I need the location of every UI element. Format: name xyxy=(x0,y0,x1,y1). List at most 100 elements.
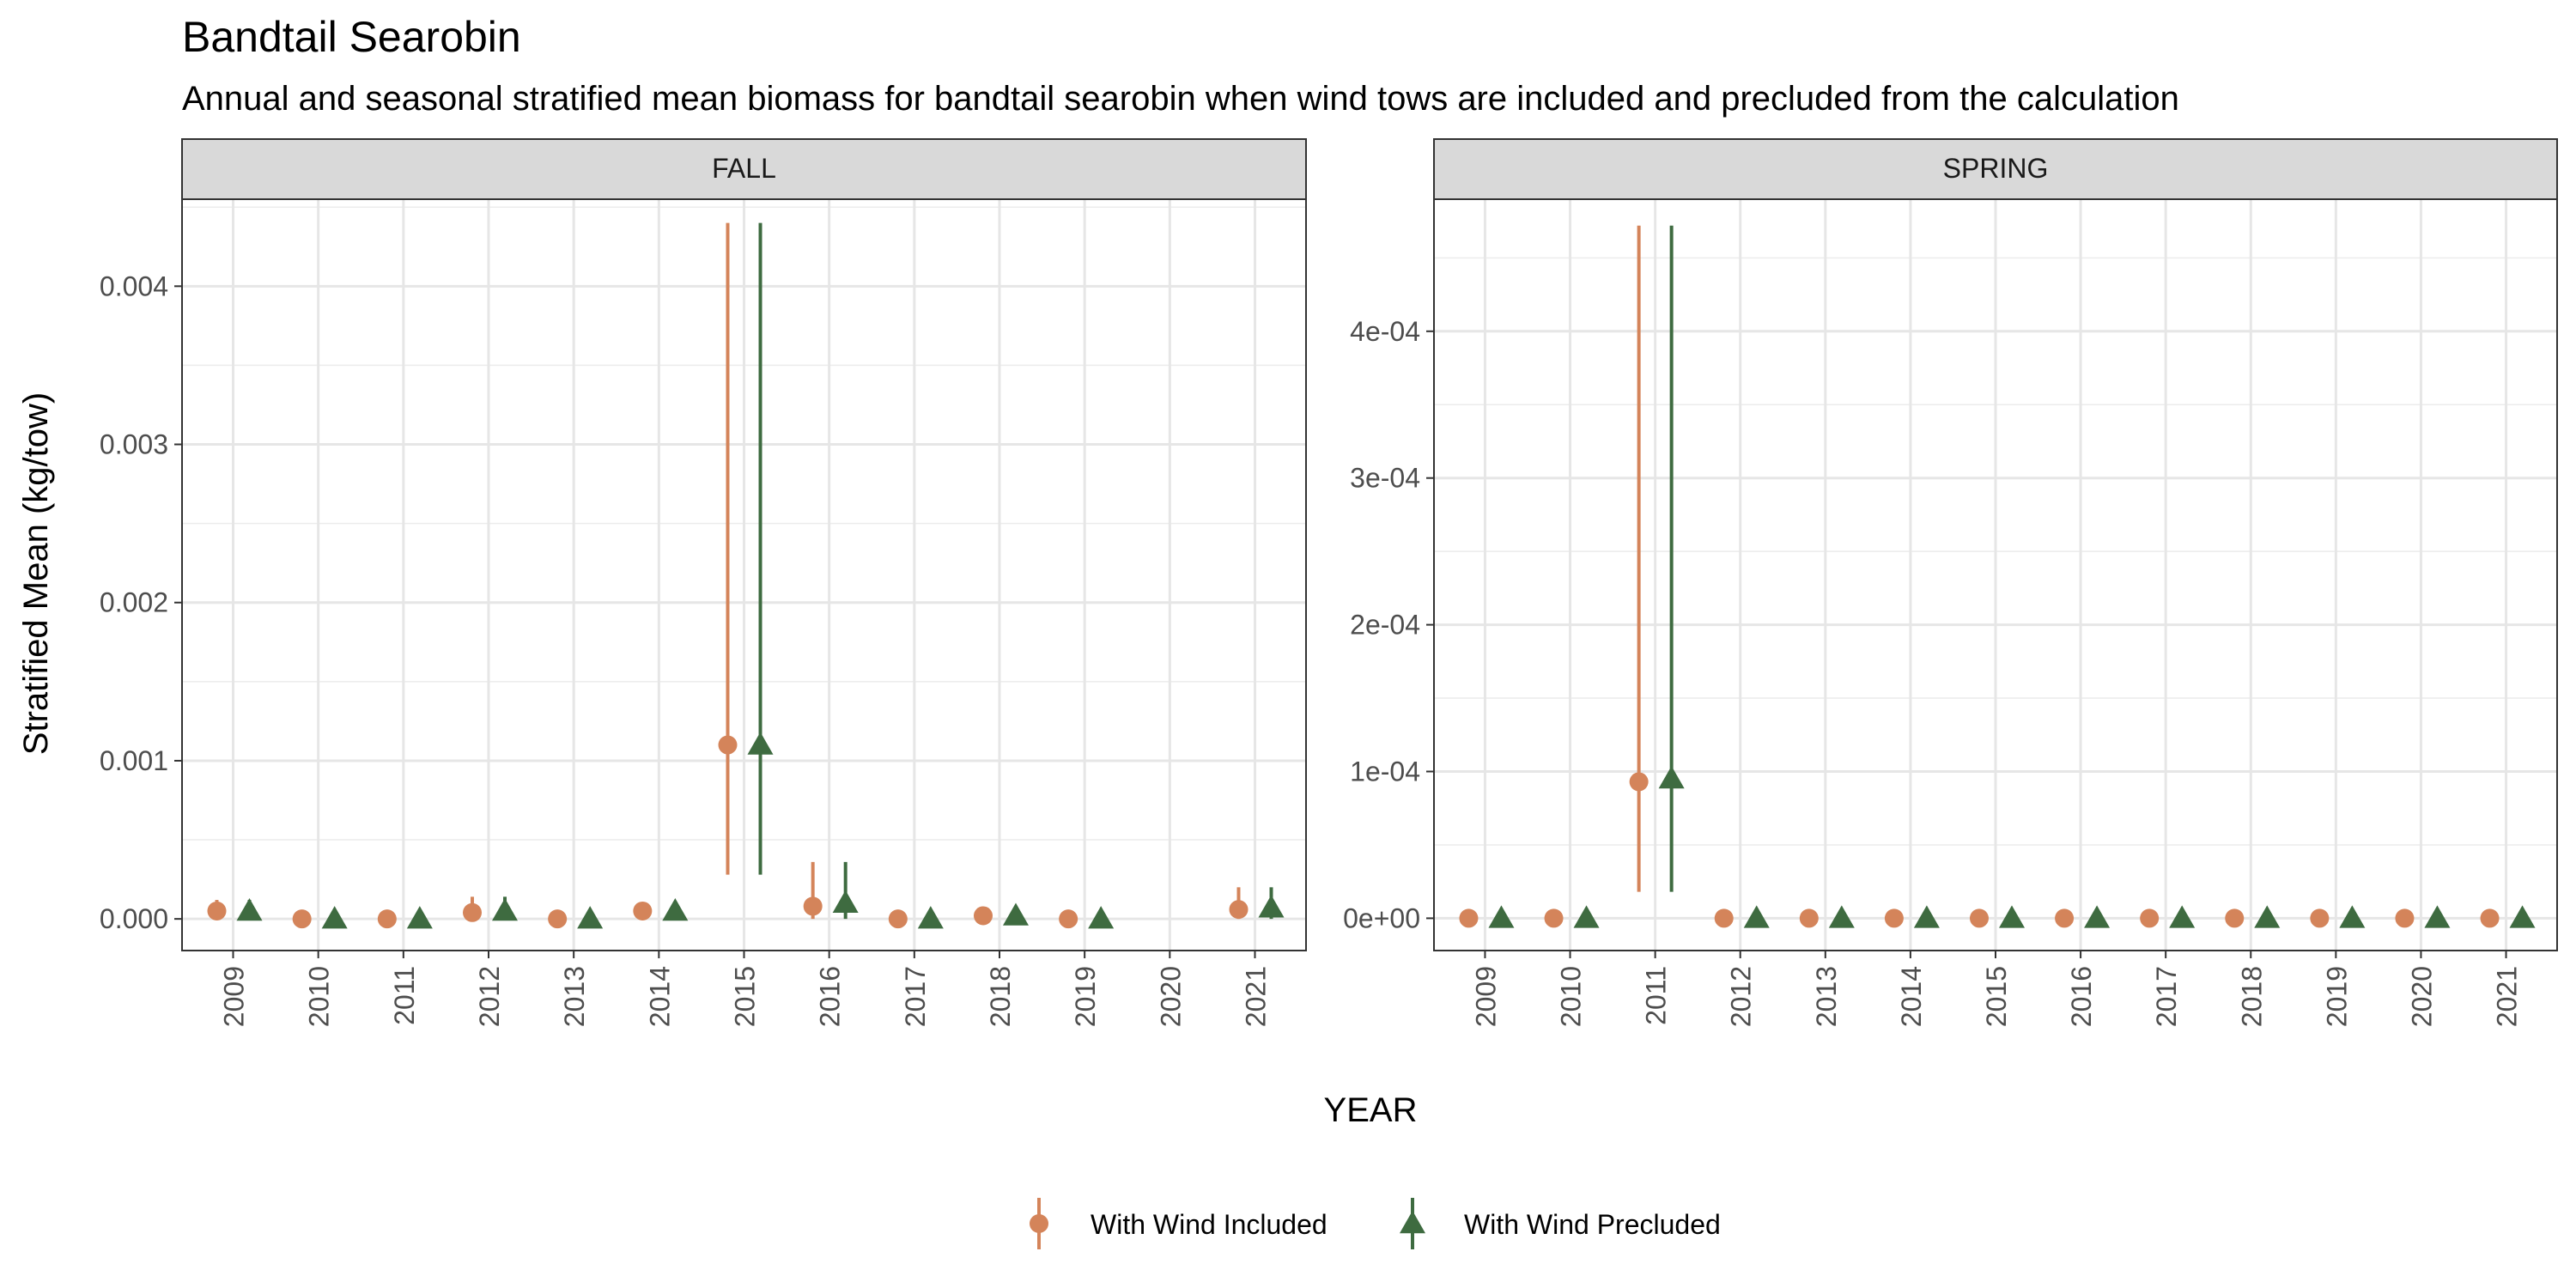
x-tick-label: 2010 xyxy=(304,966,335,1027)
data-point xyxy=(1913,905,1940,928)
x-tick-label: 2009 xyxy=(1470,966,1501,1027)
series-wind-included xyxy=(1459,225,2500,928)
legend-item: With Wind Included xyxy=(1030,1198,1327,1249)
grid xyxy=(182,199,1306,951)
facet-strip xyxy=(1433,138,2558,200)
data-point xyxy=(1059,909,1078,929)
data-point xyxy=(1714,908,1734,928)
x-tick-label: 2015 xyxy=(1981,966,2012,1027)
data-point xyxy=(888,909,908,929)
x-tick-label: 2012 xyxy=(1726,966,1757,1027)
data-point xyxy=(832,890,859,913)
x-tick-label: 2018 xyxy=(985,966,1016,1027)
x-tick-label: 2019 xyxy=(2321,966,2352,1027)
x-tick-label: 2009 xyxy=(219,966,250,1027)
data-point xyxy=(1743,905,1770,928)
x-tick-label: 2017 xyxy=(2151,966,2182,1027)
legend-item: With Wind Precluded xyxy=(1400,1198,1721,1249)
y-tick-label: 4e-04 xyxy=(1350,316,1420,347)
x-tick-label: 2015 xyxy=(730,966,761,1027)
legend-key-marker xyxy=(1030,1214,1048,1233)
series-wind-precluded xyxy=(1488,225,2536,928)
y-tick-label: 0.000 xyxy=(100,903,168,934)
data-point xyxy=(2055,908,2075,928)
y-tick-label: 0.004 xyxy=(100,270,168,301)
grid xyxy=(1434,199,2557,951)
y-tick-label: 0e+00 xyxy=(1343,902,1420,933)
data-point xyxy=(2254,905,2281,928)
x-tick-label: 2012 xyxy=(474,966,505,1027)
x-tick-label: 2014 xyxy=(644,966,675,1027)
data-point xyxy=(492,897,518,921)
x-tick-label: 2016 xyxy=(2066,966,2097,1027)
data-point xyxy=(1884,908,1904,928)
data-point xyxy=(1573,905,1600,928)
data-point xyxy=(463,902,482,922)
series-wind-precluded xyxy=(236,222,1285,929)
y-tick-label: 0.003 xyxy=(100,429,168,460)
facet-strip-label: SPRING xyxy=(1943,153,2049,184)
y-tick-label: 0.001 xyxy=(100,745,168,776)
data-point xyxy=(1658,766,1685,789)
data-point xyxy=(1088,906,1115,929)
data-point xyxy=(1003,902,1029,926)
data-point xyxy=(2395,908,2415,928)
x-tick-label: 2014 xyxy=(1896,966,1927,1027)
x-tick-label: 2016 xyxy=(815,966,846,1027)
data-point xyxy=(2310,908,2330,928)
data-point xyxy=(1828,905,1855,928)
data-point xyxy=(633,901,653,920)
data-point xyxy=(747,732,774,755)
x-axis: 2009 2010 2011 2012 2013 2014 2015 2016 2017 2018… xyxy=(1470,951,2523,1027)
data-point xyxy=(321,906,348,929)
data-point xyxy=(1629,772,1649,792)
x-tick-label: 2019 xyxy=(1070,966,1101,1027)
x-tick-label: 2011 xyxy=(389,966,420,1025)
legend: With Wind Included With Wind Precluded xyxy=(1030,1198,1721,1249)
y-axis: 0e+00 1e-04 2e-04 3e-04 4e-04 xyxy=(1343,316,1434,933)
data-point xyxy=(377,909,397,929)
y-tick-label: 2e-04 xyxy=(1350,610,1420,641)
data-point xyxy=(2084,905,2111,928)
x-tick-label: 2021 xyxy=(2492,966,2523,1027)
data-point xyxy=(292,909,312,929)
data-point xyxy=(207,901,227,920)
data-point xyxy=(718,735,738,755)
data-point xyxy=(577,906,604,929)
data-point xyxy=(236,897,263,921)
x-axis-title: YEAR xyxy=(1324,1091,1418,1129)
data-point xyxy=(803,896,823,916)
x-tick-label: 2018 xyxy=(2236,966,2267,1027)
data-point xyxy=(2169,905,2196,928)
facet-strip-label: FALL xyxy=(712,153,776,184)
legend-key-marker xyxy=(1400,1211,1425,1234)
panels: FALL 0.000 0.001 0.002 0.003 0.004 2009 2010 201… xyxy=(100,138,2558,1027)
data-point xyxy=(1459,908,1479,928)
data-point xyxy=(2424,905,2451,928)
series-wind-included xyxy=(207,222,1249,929)
chart-subtitle: Annual and seasonal stratified mean biom… xyxy=(182,80,2179,118)
data-point xyxy=(917,906,944,929)
panel-fall: FALL 0.000 0.001 0.002 0.003 0.004 2009 2010 201… xyxy=(100,138,1307,1027)
y-tick-label: 1e-04 xyxy=(1350,756,1420,787)
data-point xyxy=(974,906,993,926)
facet-strip xyxy=(181,138,1307,200)
y-tick-label: 3e-04 xyxy=(1350,463,1420,494)
y-axis-title: Stratified Mean (kg/tow) xyxy=(17,392,55,755)
x-tick-label: 2010 xyxy=(1556,966,1587,1027)
data-point xyxy=(2509,905,2536,928)
x-tick-label: 2013 xyxy=(1811,966,1842,1027)
data-point xyxy=(1544,908,1564,928)
x-tick-label: 2011 xyxy=(1641,966,1672,1025)
data-point xyxy=(548,909,568,929)
data-point xyxy=(1999,905,2025,928)
x-tick-label: 2020 xyxy=(1155,966,1186,1027)
data-point xyxy=(2225,908,2245,928)
x-axis: 2009 2010 2011 2012 2013 2014 2015 2016 2017 2018… xyxy=(219,951,1272,1027)
x-tick-label: 2021 xyxy=(1241,966,1272,1027)
data-point xyxy=(2140,908,2160,928)
data-point xyxy=(1799,908,1819,928)
data-point xyxy=(1970,908,1989,928)
